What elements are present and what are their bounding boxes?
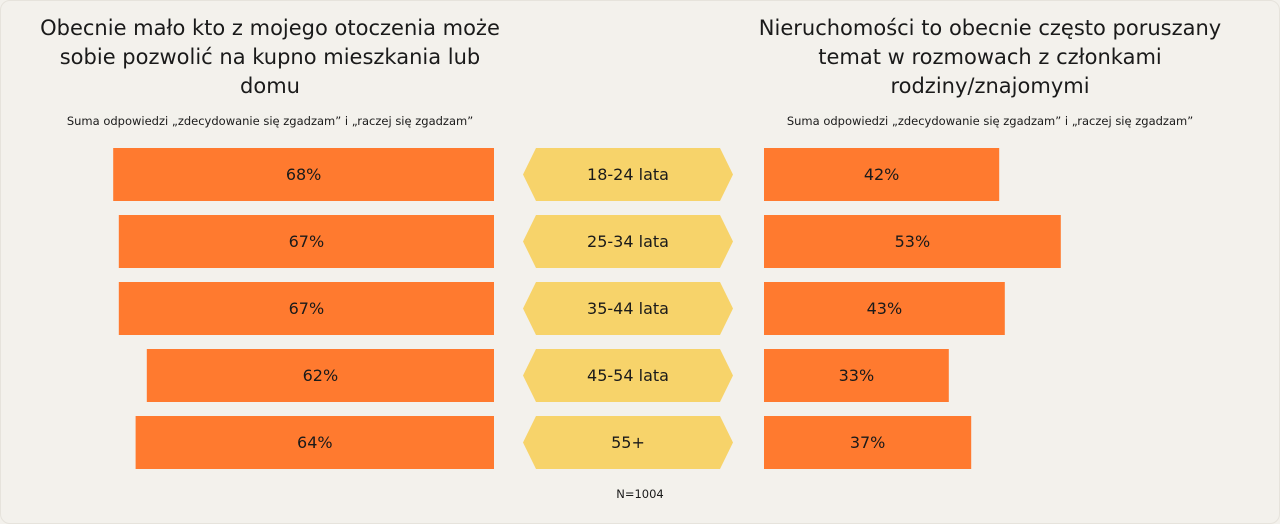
left-bar-value-label: 68%: [286, 165, 322, 184]
right-bar-value-label: 53%: [895, 232, 931, 251]
right-bar-value-label: 33%: [839, 366, 875, 385]
left-bar: [118, 215, 495, 268]
right-bar: [764, 416, 972, 469]
age-category-shape: [523, 416, 733, 469]
age-category-shape: [523, 349, 733, 402]
age-category-shape: [523, 215, 733, 268]
left-bar: [146, 349, 495, 402]
age-category-label: 25-34 lata: [587, 232, 669, 251]
left-bar-value-label: 62%: [303, 366, 339, 385]
left-chart-subtitle: Suma odpowiedzi „zdecydowanie się zgadza…: [66, 114, 474, 128]
age-category-shape: [523, 148, 733, 201]
left-bar: [118, 282, 495, 335]
left-bar-value-label: 67%: [289, 232, 325, 251]
left-bar-value-label: 64%: [297, 433, 333, 452]
right-bar: [764, 215, 1061, 268]
age-category-shape: [523, 282, 733, 335]
right-bar: [764, 349, 949, 402]
left-bar: [113, 148, 494, 201]
age-category-label: 55+: [611, 433, 645, 452]
right-bar-value-label: 42%: [864, 165, 900, 184]
left-bar-value-label: 67%: [289, 299, 325, 318]
right-chart-title: Nieruchomości to obecnie często poruszan…: [758, 16, 1222, 98]
left-bar: [135, 416, 494, 469]
age-category-label: 45-54 lata: [587, 366, 669, 385]
right-bar-value-label: 43%: [867, 299, 903, 318]
right-chart-subtitle: Suma odpowiedzi „zdecydowanie się zgadza…: [786, 114, 1194, 128]
right-bar-value-label: 37%: [850, 433, 886, 452]
age-category-label: 35-44 lata: [587, 299, 669, 318]
right-bar: [764, 148, 1000, 201]
right-bar: [764, 282, 1005, 335]
sample-size-note: N=1004: [616, 487, 664, 501]
left-chart-title: Obecnie mało kto z mojego otoczenia może…: [40, 16, 500, 98]
age-category-label: 18-24 lata: [587, 165, 669, 184]
